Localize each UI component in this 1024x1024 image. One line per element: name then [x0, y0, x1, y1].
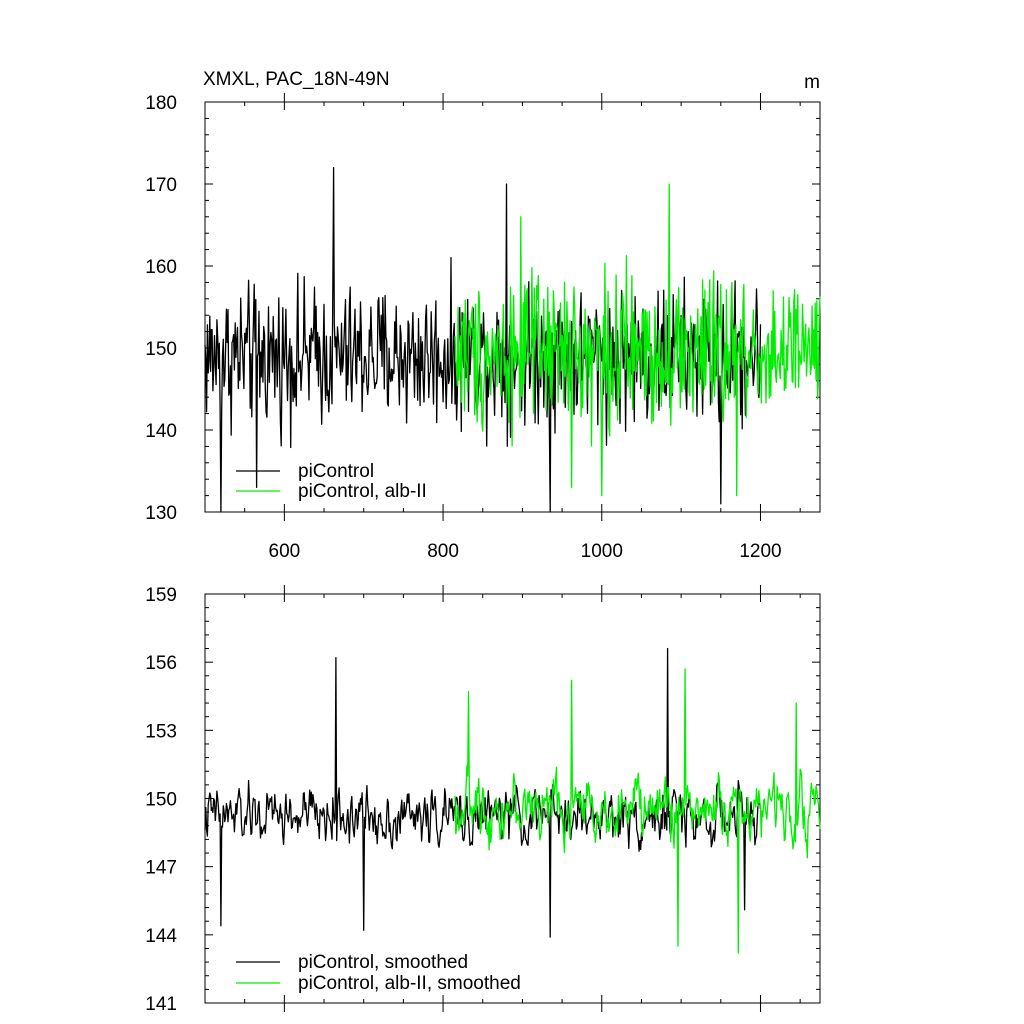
- y-tick-label: 147: [145, 858, 177, 879]
- top-series-group: [204, 166, 821, 513]
- x-tick-label: 800: [427, 541, 459, 562]
- legend-label-picontrol-alb-ii: piControl, alb-II: [298, 481, 427, 502]
- top-panel-units: m: [804, 72, 820, 93]
- series-line-smoothed-0: [204, 647, 762, 938]
- y-tick-label: 130: [145, 503, 177, 524]
- y-tick-label: 141: [145, 994, 177, 1015]
- bottom-series-group: [204, 647, 821, 954]
- legend-label-picontrol-alb-ii-smoothed: piControl, alb-II, smoothed: [298, 973, 521, 994]
- y-tick-label: 140: [145, 421, 177, 442]
- y-tick-label: 150: [145, 790, 177, 811]
- top-legend: piControl piControl, alb-II: [236, 461, 427, 502]
- bottom-legend: piControl, smoothed piControl, alb-II, s…: [236, 952, 521, 994]
- x-tick-label: 1000: [581, 541, 623, 562]
- y-tick-label: 156: [145, 653, 177, 674]
- y-tick-label: 180: [145, 93, 177, 114]
- series-line-raw-0: [204, 166, 762, 513]
- legend-label-picontrol: piControl: [298, 461, 374, 482]
- x-tick-label: 600: [269, 541, 301, 562]
- bottom-axis-ticks: 141 144 147 150 153 156 159: [145, 585, 820, 1015]
- y-tick-label: 160: [145, 257, 177, 278]
- x-tick-label: 1200: [739, 541, 781, 562]
- y-tick-label: 170: [145, 175, 177, 196]
- bottom-panel: 141 144 147 150 153 156 159 piControl, smoothe…: [145, 585, 821, 1015]
- y-tick-label: 153: [145, 721, 177, 742]
- series-line-smoothed-1: [454, 668, 821, 954]
- series-line-raw-1: [454, 183, 821, 497]
- top-panel: XMXL, PAC_18N-49N m 130 140 150 160 170 180 60…: [145, 69, 821, 562]
- y-tick-label: 144: [145, 926, 177, 947]
- y-tick-label: 159: [145, 585, 177, 606]
- legend-label-picontrol-smoothed: piControl, smoothed: [298, 952, 468, 973]
- y-tick-label: 150: [145, 339, 177, 360]
- top-panel-title: XMXL, PAC_18N-49N: [203, 69, 390, 90]
